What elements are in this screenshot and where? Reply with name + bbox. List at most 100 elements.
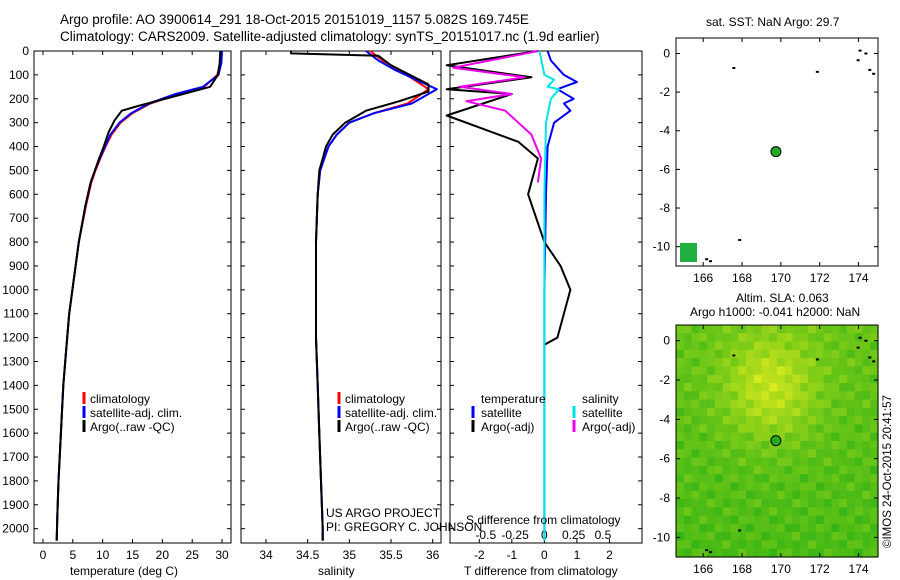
sst-map-float-marker [770, 146, 782, 158]
sla-cell [769, 333, 778, 343]
sla-cell [777, 449, 786, 459]
sla-cell [722, 341, 731, 351]
sla-cell [730, 416, 739, 425]
sla-map-title2: Argo h1000: -0.041 h2000: NaN [690, 305, 861, 319]
sla-cell [800, 325, 809, 334]
sla-cell [707, 441, 716, 450]
sla-cell [846, 374, 856, 384]
sla-cell [800, 532, 809, 541]
sla-cell [707, 507, 716, 517]
sla-cell [745, 341, 755, 351]
sla-cell [699, 391, 708, 401]
sla-cell [800, 441, 809, 450]
depth-tick-label: 1600 [2, 426, 29, 440]
sla-map-xtick-label: 172 [810, 562, 830, 576]
sla-map-ytick-label: -8 [659, 491, 670, 505]
sla-cell [862, 383, 871, 392]
sla-cell [753, 449, 763, 459]
sla-cell [691, 416, 700, 425]
sla-cell [808, 465, 817, 475]
sla-cell [846, 349, 856, 359]
sla-map-float-marker [770, 435, 782, 447]
sst-map-ytick-label: -4 [659, 124, 670, 138]
sla-cell [800, 424, 809, 434]
sla-cell [738, 499, 747, 508]
sla-cell [714, 366, 724, 376]
sla-cell [846, 358, 856, 367]
sla-cell [800, 474, 809, 483]
sla-cell [792, 341, 801, 351]
sla-cell [745, 540, 755, 550]
sla-cell [792, 507, 801, 517]
diff-xtick-label: -1 [506, 548, 517, 562]
sla-cell [784, 432, 794, 442]
sla-cell [676, 424, 685, 434]
sla-cell [761, 515, 770, 525]
sla-cell [761, 449, 770, 459]
sla-cell [839, 499, 848, 508]
sla-cell [699, 540, 708, 550]
sla-cell [676, 407, 685, 417]
sla-cell [823, 507, 832, 517]
sla-cell [823, 515, 832, 525]
sla-cell [683, 474, 693, 483]
sla-cell [761, 407, 770, 417]
sla-cell [870, 532, 879, 541]
sla-cell [714, 507, 724, 517]
sla-cell [691, 548, 700, 558]
sst-map-ytick-label: -6 [659, 162, 670, 176]
sla-cell [745, 482, 755, 492]
sla-cell [831, 507, 840, 517]
temperature-xlabel: temperature (deg C) [70, 564, 179, 578]
sla-cell [792, 358, 801, 367]
sla-cell [699, 341, 708, 351]
sla-cell [800, 366, 809, 376]
sla-cell [699, 358, 708, 367]
sla-cell [839, 325, 848, 334]
sla-cell [800, 374, 809, 384]
sla-cell [769, 457, 778, 467]
sla-cell [846, 432, 856, 442]
project-line2: PI: GREGORY C. JOHNSON [326, 520, 483, 534]
sla-cell [691, 349, 700, 359]
sla-cell [745, 383, 755, 392]
sla-cell [745, 548, 755, 558]
sla-cell [823, 465, 832, 475]
sal-legend-climatology: climatology [345, 392, 406, 406]
sla-cell [815, 424, 825, 434]
sla-cell [854, 399, 864, 409]
sla-cell [683, 465, 693, 475]
sla-cell [777, 515, 786, 525]
sla-cell [683, 532, 693, 541]
sla-cell [722, 441, 731, 450]
sla-cell [839, 391, 848, 401]
sla-cell [784, 457, 794, 467]
sla-cell [808, 416, 817, 425]
sla-cell [831, 523, 840, 533]
sla-cell [753, 457, 763, 467]
diff-legend-sal-argo: Argo(-adj) [582, 420, 636, 434]
temperature-series-2 [55, 50, 222, 541]
sla-cell [870, 490, 879, 500]
sla-cell [777, 349, 786, 359]
diff-xtick-label: -2 [474, 548, 485, 562]
sla-cell [862, 358, 871, 367]
sla-cell [800, 515, 809, 525]
sla-cell [823, 474, 832, 483]
sla-cell [777, 523, 786, 533]
sla-map-xtick-label: 168 [732, 562, 752, 576]
sla-cell [846, 441, 856, 450]
sla-cell [839, 358, 848, 367]
sla-cell [691, 441, 700, 450]
sla-cell [714, 383, 724, 392]
sla-cell [676, 383, 685, 392]
sla-cell [714, 532, 724, 541]
sla-cell [738, 358, 747, 367]
sla-cell [839, 532, 848, 541]
depth-tick-label: 1000 [2, 283, 29, 297]
depth-tick-label: 0 [22, 44, 29, 58]
sla-cell [800, 383, 809, 392]
sst-map-xtick-label: 170 [771, 271, 791, 285]
sla-cell [738, 532, 747, 541]
sla-cell [745, 407, 755, 417]
